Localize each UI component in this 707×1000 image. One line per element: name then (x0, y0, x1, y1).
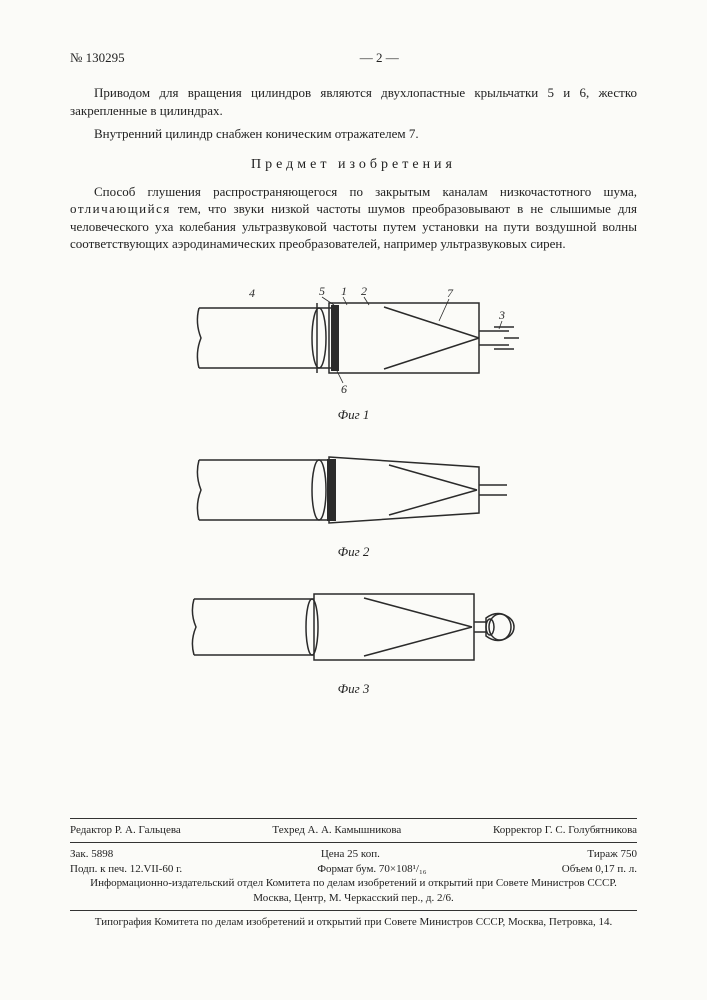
paper-format: Формат бум. 70×108¹/₁₆ (317, 862, 426, 877)
figure-1-caption: Фиг 1 (70, 407, 637, 423)
paragraph-3: Способ глушения распространяющегося по з… (70, 183, 637, 253)
section-title: Предмет изобретения (70, 157, 637, 173)
fig1-label-2: 2 (361, 284, 367, 298)
print-run: Тираж 750 (587, 847, 637, 862)
doc-number: № 130295 (70, 50, 125, 66)
page: № 130295 — 2 — . Приводом для вращения ц… (0, 0, 707, 1000)
imprint-row-5: Типография Комитета по делам изобретений… (70, 915, 637, 930)
fig1-label-5t: 5 (319, 284, 325, 298)
paragraph-1: Приводом для вращения цилиндров являются… (70, 84, 637, 119)
divider (70, 818, 637, 819)
imprint-row-3: Подп. к печ. 12.VII-60 г. Формат бум. 70… (70, 862, 637, 877)
editor: Редактор Р. А. Гальцева (70, 823, 181, 838)
divider (70, 842, 637, 843)
imprint-row-1: Редактор Р. А. Гальцева Техред А. А. Кам… (70, 823, 637, 838)
imprint-row-2: Зак. 5898 Цена 25 коп. Тираж 750 (70, 847, 637, 862)
figure-2-caption: Фиг 2 (70, 544, 637, 560)
p3-lead: Способ глушения распространяющегося по з… (94, 184, 637, 199)
volume: Объем 0,17 п. л. (562, 862, 637, 877)
fig1-label-3: 3 (498, 308, 505, 322)
figure-2: Фиг 2 (70, 445, 637, 560)
fig1-label-7: 7 (447, 286, 454, 300)
figure-1-svg: 4 5 1 2 7 3 6 (189, 283, 519, 398)
fig1-label-6: 6 (341, 382, 347, 396)
signed-date: Подп. к печ. 12.VII-60 г. (70, 862, 182, 877)
figure-3: Фиг 3 (70, 582, 637, 697)
order-no: Зак. 5898 (70, 847, 113, 862)
price: Цена 25 коп. (321, 847, 380, 862)
fig1-label-4: 4 (249, 286, 255, 300)
figures-block: 4 5 1 2 7 3 6 Фиг 1 (70, 283, 637, 697)
fig1-label-1: 1 (341, 284, 347, 298)
figure-3-caption: Фиг 3 (70, 681, 637, 697)
page-number: — 2 — (125, 50, 634, 66)
page-header: № 130295 — 2 — . (70, 50, 637, 66)
paragraph-2: Внутренний цилиндр снабжен коническим от… (70, 125, 637, 143)
divider (70, 910, 637, 911)
tech-editor: Техред А. А. Камышникова (272, 823, 401, 838)
imprint-row-4: Информационно-издательский отдел Комитет… (70, 876, 637, 906)
figure-1: 4 5 1 2 7 3 6 Фиг 1 (70, 283, 637, 423)
figure-3-svg (184, 582, 524, 672)
corrector: Корректор Г. С. Голубятникова (493, 823, 637, 838)
figure-2-svg (189, 445, 519, 535)
imprint-block: Редактор Р. А. Гальцева Техред А. А. Кам… (70, 814, 637, 930)
p3-emph: отличающийся (70, 201, 171, 216)
